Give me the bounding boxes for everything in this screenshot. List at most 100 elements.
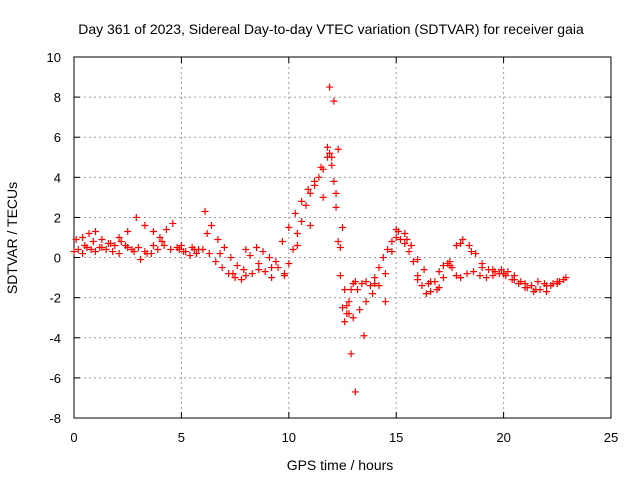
data-point	[149, 242, 157, 250]
data-point	[351, 278, 359, 286]
data-point	[281, 272, 289, 280]
x-tick-label: 10	[282, 430, 296, 445]
data-point	[240, 266, 248, 274]
data-point	[339, 304, 346, 312]
data-point	[124, 227, 132, 235]
data-point	[362, 298, 370, 306]
data-point	[407, 242, 415, 250]
data-point	[510, 276, 518, 284]
data-point	[79, 234, 87, 241]
data-point	[298, 197, 306, 205]
data-point	[543, 282, 551, 290]
data-point	[182, 248, 190, 256]
data-point	[362, 278, 370, 286]
data-point	[162, 225, 170, 233]
data-point	[186, 252, 194, 260]
data-point	[74, 246, 82, 254]
data-point	[85, 229, 93, 237]
data-point	[349, 314, 357, 322]
data-point	[465, 242, 473, 250]
data-point	[214, 236, 222, 244]
data-point	[500, 270, 508, 278]
data-point	[291, 209, 299, 217]
data-point	[255, 260, 263, 268]
y-tick-label: 2	[54, 210, 61, 225]
data-point	[326, 149, 334, 157]
data-point	[306, 189, 314, 197]
data-point	[137, 256, 145, 264]
data-point	[401, 240, 409, 248]
data-point	[233, 262, 241, 270]
data-point	[482, 274, 490, 282]
data-point	[274, 264, 282, 272]
data-point	[351, 388, 359, 396]
data-point	[70, 248, 78, 256]
data-point	[149, 227, 157, 235]
data-point	[371, 274, 379, 282]
y-tick-label: 6	[54, 130, 61, 145]
data-point	[345, 298, 353, 306]
data-point	[272, 258, 280, 266]
data-point	[229, 270, 237, 278]
data-point	[381, 270, 389, 278]
data-point	[323, 143, 331, 151]
x-tick-label: 5	[178, 430, 185, 445]
data-point	[89, 238, 97, 246]
data-point	[154, 246, 162, 254]
data-point	[392, 225, 400, 233]
data-point	[98, 236, 106, 244]
data-point	[268, 264, 276, 272]
data-point	[336, 272, 344, 280]
data-point	[384, 246, 392, 254]
y-tick-labels: -8 -6 -4 -2 0 2 4 6 8 10	[47, 50, 61, 426]
x-tick-label: 25	[604, 430, 618, 445]
series-track-c	[81, 83, 561, 396]
data-point	[242, 272, 250, 280]
data-point	[347, 286, 355, 294]
data-point	[371, 280, 379, 288]
data-point	[452, 242, 460, 250]
data-point	[330, 97, 338, 105]
data-point	[190, 246, 198, 254]
x-axis-label: GPS time / hours	[287, 457, 394, 473]
series-track-b	[72, 143, 570, 322]
data-point	[381, 298, 389, 306]
data-point	[253, 244, 261, 252]
data-point	[334, 145, 342, 153]
data-point	[107, 240, 115, 248]
chart-grid	[74, 57, 611, 418]
data-point	[427, 288, 435, 296]
data-point	[255, 266, 263, 274]
data-point	[285, 260, 293, 268]
data-point	[311, 177, 319, 185]
x-tick-label: 20	[496, 430, 510, 445]
data-point	[470, 268, 478, 276]
x-tick-label: 15	[389, 430, 403, 445]
data-point	[130, 248, 138, 256]
data-point	[497, 266, 505, 274]
data-point	[212, 258, 220, 266]
data-point	[360, 332, 368, 340]
y-tick-label: 4	[54, 170, 61, 185]
data-point	[452, 272, 460, 280]
data-point	[205, 250, 213, 258]
data-point	[265, 254, 273, 262]
data-point	[111, 242, 119, 250]
data-point	[521, 280, 529, 288]
data-point	[302, 201, 310, 209]
data-point	[328, 153, 336, 161]
data-point	[332, 203, 340, 211]
data-point	[102, 246, 110, 254]
data-point	[489, 266, 497, 274]
data-points	[70, 83, 570, 396]
data-point	[293, 242, 301, 250]
data-point	[517, 278, 525, 286]
data-point	[435, 284, 443, 292]
data-point	[392, 234, 400, 241]
data-point	[134, 244, 142, 252]
data-point	[339, 223, 346, 231]
data-point	[354, 286, 362, 294]
data-point	[345, 310, 353, 318]
data-point	[285, 223, 293, 231]
